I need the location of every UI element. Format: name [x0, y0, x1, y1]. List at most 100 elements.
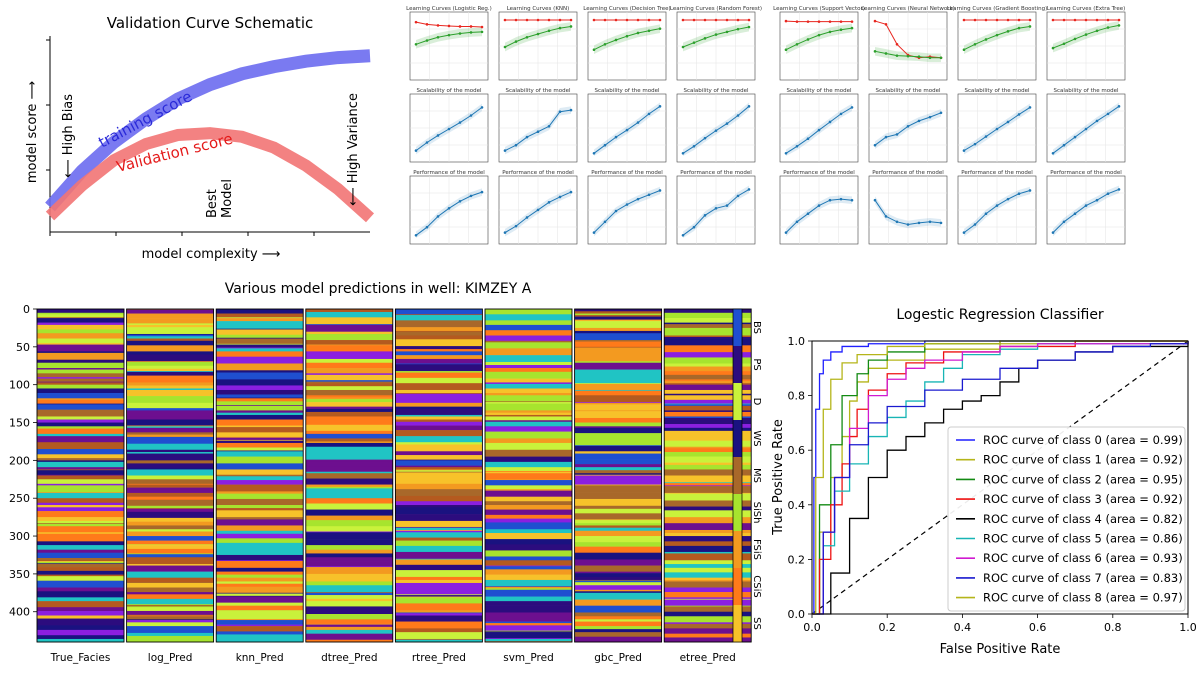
facies-band — [305, 458, 393, 460]
facies-band — [395, 514, 483, 522]
facies-band — [37, 369, 124, 374]
facies-band — [126, 475, 214, 480]
facies-band — [126, 531, 214, 537]
facies-band — [305, 478, 393, 485]
roc-x-label: False Positive Rate — [940, 642, 1061, 657]
fit-time-point — [806, 212, 810, 215]
facies-band — [395, 351, 483, 356]
facies-band — [126, 371, 214, 376]
facies-band — [126, 365, 214, 370]
fit-time-point — [795, 144, 799, 148]
facies-band — [485, 342, 572, 349]
learning-subplot: Scalability of the model — [957, 88, 1037, 163]
fit-time-point — [447, 127, 451, 131]
facies-band — [37, 474, 124, 476]
facies-band — [305, 324, 393, 333]
facies-band — [664, 456, 752, 461]
facies-band — [574, 361, 662, 364]
colorbar-segment — [733, 383, 742, 421]
facies-band — [37, 343, 124, 345]
facies-band — [485, 560, 572, 566]
facies-band — [395, 335, 483, 340]
facies-band — [37, 382, 124, 385]
facies-band — [216, 405, 304, 407]
facies-band — [395, 595, 483, 597]
training-score-point — [747, 18, 751, 22]
fit-time-band — [875, 196, 941, 229]
facies-band — [664, 383, 752, 385]
facies-band — [216, 414, 304, 420]
facies-band — [574, 636, 662, 643]
facies-band — [126, 635, 214, 641]
subplot-title: Scalability of the model — [965, 88, 1030, 94]
facies-band — [305, 624, 393, 628]
facies-band — [305, 626, 393, 631]
facies-band — [485, 579, 572, 587]
facies-band — [126, 615, 214, 617]
facies-band — [37, 467, 124, 470]
facies-band — [305, 509, 393, 516]
facies-band — [485, 550, 572, 557]
facies-band — [395, 559, 483, 566]
roc-chart: Logestic Regression Classifier 0.0 0.2 0.4… — [771, 307, 1197, 657]
facies-band — [37, 629, 124, 636]
facies-band — [126, 511, 214, 519]
facies-band — [574, 520, 662, 524]
facies-band — [37, 399, 124, 404]
facies-band — [37, 538, 124, 542]
facies-band — [664, 440, 752, 448]
facies-band — [574, 612, 662, 617]
facies-band — [395, 371, 483, 373]
facies-band — [216, 631, 304, 635]
facies-band — [395, 465, 483, 468]
fit-time-point — [714, 129, 718, 132]
facies-band — [395, 505, 483, 508]
facies-band — [664, 500, 752, 507]
training-score-line — [45, 49, 371, 212]
facies-band — [126, 416, 214, 420]
facies-band — [574, 354, 662, 360]
training-score-point — [469, 25, 473, 28]
training-score-point — [658, 18, 662, 22]
facies-band — [485, 314, 572, 321]
colorbar-frame — [732, 308, 743, 643]
facies-band — [305, 406, 393, 410]
facies-band — [37, 470, 124, 476]
facies-band — [485, 638, 572, 642]
facies-band — [395, 393, 483, 401]
facies-band — [664, 318, 752, 323]
facies-band — [574, 319, 662, 321]
facies-band — [37, 309, 124, 314]
learning-subplot: Learning Curves (Gradient Boosting) — [947, 6, 1047, 81]
facies-band — [574, 389, 662, 392]
fit-time-point — [514, 224, 518, 228]
facies-band — [216, 561, 304, 569]
facies-band — [37, 359, 124, 364]
fit-time-point — [558, 195, 562, 199]
colorbar-label: CSiS — [751, 575, 762, 597]
fit-time-point — [873, 143, 877, 147]
facies-band — [126, 571, 214, 578]
facies-band — [216, 610, 304, 618]
training-score-point — [569, 18, 573, 22]
fit-time-point — [747, 188, 751, 191]
facies-band — [485, 522, 572, 530]
roc-legend-label: ROC curve of class 1 (area = 0.92) — [983, 453, 1183, 467]
facies-band — [305, 352, 393, 360]
facies-band — [37, 318, 124, 323]
roc-chart-title: Logestic Regression Classifier — [896, 307, 1104, 323]
facies-band — [485, 412, 572, 416]
facies-band — [126, 425, 214, 427]
validation-x-label: model complexity ⟶ — [142, 247, 281, 262]
facies-band — [126, 607, 214, 612]
training-score-point — [1006, 18, 1010, 22]
facies-band — [126, 426, 214, 429]
facies-band — [37, 492, 124, 494]
facies-band — [395, 442, 483, 445]
facies-band — [664, 312, 752, 319]
learning-subplot: Scalability of the model — [868, 88, 948, 163]
fit-time-point — [747, 105, 751, 108]
facies-band — [664, 560, 752, 565]
facies-column-label: True_Facies — [50, 652, 111, 664]
